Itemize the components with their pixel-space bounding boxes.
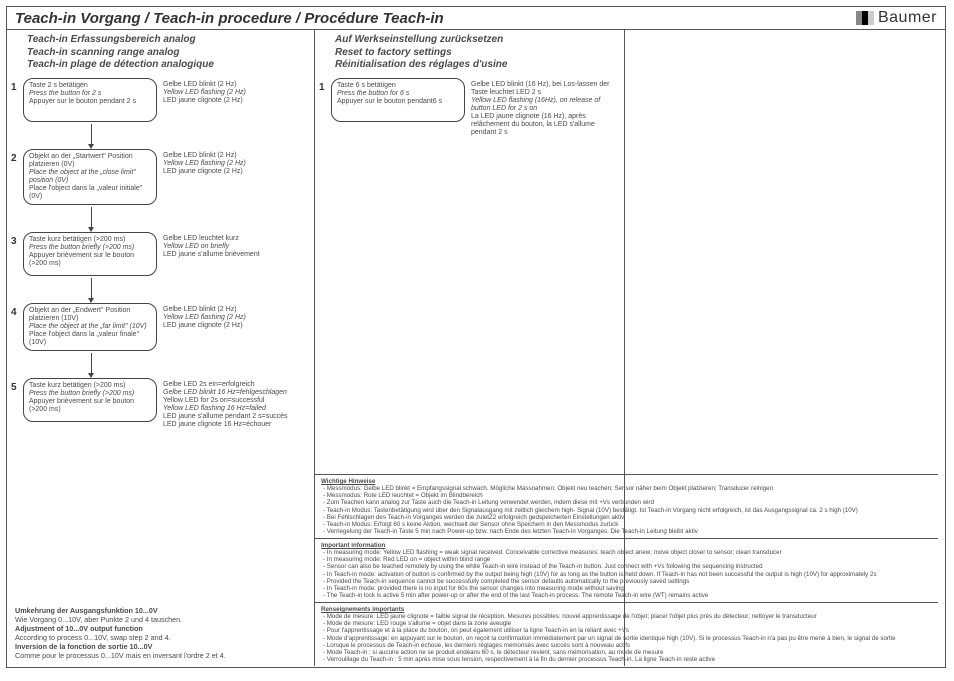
step-row: 1Taste 2 s betätigenPress the button for… <box>11 78 310 122</box>
left-header-fr: Teach-in plage de détection analogique <box>27 59 304 72</box>
connector-line <box>91 278 92 298</box>
step-side-line: Gelbe LED blinkt (16 Hz), bei Los-lassen… <box>471 81 611 97</box>
step-side: Gelbe LED blinkt (2 Hz)Yellow LED flashi… <box>157 149 305 179</box>
step-side-line: Yellow LED for 2s on=successful <box>163 397 303 405</box>
step-side: Gelbe LED blinkt (2 Hz)Yellow LED flashi… <box>157 303 305 333</box>
step-box: Taste kurz betätigen (>200 ms)Press the … <box>23 378 157 422</box>
step-box-line: Press the button for 2 s <box>29 90 151 98</box>
step-side-line: Gelbe LED blinkt 16 Hz=fehlgeschlagen <box>163 389 303 397</box>
step-side-line: Yellow LED flashing (2 Hz) <box>163 89 303 97</box>
step-number: 1 <box>11 78 23 93</box>
step-side-line: Gelbe LED blinkt (2 Hz) <box>163 152 303 160</box>
step-side-line: Gelbe LED blinkt (2 Hz) <box>163 306 303 314</box>
step-side-line: Yellow LED on briefly <box>163 243 303 251</box>
step-side-line: Yellow LED flashing (2 Hz) <box>163 314 303 322</box>
mid-header: Auf Werkseinstellung zurücksetzen Reset … <box>315 30 624 78</box>
step-side-line: Yellow LED flashing (16Hz), on release o… <box>471 97 611 113</box>
step-number: 1 <box>319 78 331 93</box>
left-header-en: Teach-in scanning range analog <box>27 47 304 60</box>
column-mid: Auf Werkseinstellung zurücksetzen Reset … <box>315 30 625 666</box>
step-box-line: Place the object at the „close limit" po… <box>29 169 151 185</box>
step-box-line: Appuyer brièvement sur le bouton (>200 m… <box>29 398 151 414</box>
step-row: 4 Objekt an der „Endwert" Position platzi… <box>11 303 310 351</box>
step-box: Taste kurz betätigen (>200 ms)Press the … <box>23 232 157 276</box>
step-box-line: Appuyer sur le bouton pendant 2 s <box>29 98 151 106</box>
step-side-line: Gelbe LED 2s ein=erfolgreich <box>163 381 303 389</box>
step-side-line: LED jaune s'allume brièvement <box>163 251 303 259</box>
columns: Teach-in Erfassungsbereich analog Teach-… <box>7 30 945 666</box>
column-left: Teach-in Erfassungsbereich analog Teach-… <box>7 30 315 666</box>
step-box-line: Taste 6 s betätigen <box>337 82 459 90</box>
step-box-line: Taste kurz betätigen (>200 ms) <box>29 236 151 244</box>
step-side-line: LED jaune s'allume pendant 2 s=succès <box>163 413 303 421</box>
step-box-line: Appuyer brièvement sur le bouton (>200 m… <box>29 252 151 268</box>
logo-icon <box>856 11 874 25</box>
mid-steps: 1Taste 6 s betätigenPress the button for… <box>315 78 624 140</box>
note-line: Adjustment of 10...0V output function <box>15 624 308 633</box>
step-box-line: Objekt an der „Endwert" Position platzie… <box>29 307 151 323</box>
left-notes: Umkehrung der Ausgangsfunktion 10...0VWi… <box>15 606 308 660</box>
step-row: 3Taste kurz betätigen (>200 ms)Press the… <box>11 232 310 276</box>
logo-text: Baumer <box>878 9 937 27</box>
step-number: 5 <box>11 378 23 393</box>
title-bar: Teach-in Vorgang / Teach-in procedure / … <box>7 7 945 30</box>
document-page: Teach-in Vorgang / Teach-in procedure / … <box>6 6 946 668</box>
step-box-line: Appuyer sur le bouton pendant6 s <box>337 98 459 106</box>
mid-header-de: Auf Werkseinstellung zurücksetzen <box>335 34 614 47</box>
step-box: Taste 2 s betätigenPress the button for … <box>23 78 157 122</box>
step-box-line: Objekt an der „Startwert" Position platz… <box>29 153 151 169</box>
step-side-line: Yellow LED flashing (2 Hz) <box>163 160 303 168</box>
step-side: Gelbe LED leuchtet kurzYellow LED on bri… <box>157 232 305 262</box>
step-side-line: Gelbe LED blinkt (2 Hz) <box>163 81 303 89</box>
left-header-de: Teach-in Erfassungsbereich analog <box>27 34 304 47</box>
step-box-line: Taste 2 s betätigen <box>29 82 151 90</box>
step-number: 2 <box>11 149 23 164</box>
step-side-line: LED jaune clignote (2 Hz) <box>163 168 303 176</box>
step-side: Gelbe LED blinkt (2 Hz)Yellow LED flashi… <box>157 78 305 108</box>
step-number: 4 <box>11 303 23 318</box>
step-box-line: Press the button briefly (>200 ms) <box>29 244 151 252</box>
connector-line <box>91 124 92 144</box>
mid-header-fr: Réinitialisation des réglages d'usine <box>335 59 614 72</box>
note-line: Comme pour le processus 0...10V mais en … <box>15 651 308 660</box>
step-side-line: LED jaune clignote 16 Hz=échouer <box>163 421 303 429</box>
page-title: Teach-in Vorgang / Teach-in procedure / … <box>15 10 444 27</box>
brand-logo: Baumer <box>856 9 937 27</box>
step-side: Gelbe LED blinkt (16 Hz), bei Los-lassen… <box>465 78 613 140</box>
step-row: 5Taste kurz betätigen (>200 ms)Press the… <box>11 378 310 432</box>
step-side-line: Yellow LED flashing 16 Hz=failed <box>163 405 303 413</box>
step-row: 1Taste 6 s betätigenPress the button for… <box>319 78 620 140</box>
connector-line <box>91 353 92 373</box>
mid-header-en: Reset to factory settings <box>335 47 614 60</box>
step-box-line: Taste kurz betätigen (>200 ms) <box>29 382 151 390</box>
left-header: Teach-in Erfassungsbereich analog Teach-… <box>7 30 314 78</box>
step-box-line: Place l'object dans la „valeur initiale"… <box>29 185 151 201</box>
note-line: Wie Vorgang 0...10V, aber Punkte 2 und 4… <box>15 615 308 624</box>
step-box: Objekt an der „Endwert" Position platzie… <box>23 303 157 351</box>
step-side-line: La LED jaune clignote (16 Hz), après rel… <box>471 113 611 137</box>
step-side-line: LED jaune clignote (2 Hz) <box>163 97 303 105</box>
step-side-line: LED jaune clignote (2 Hz) <box>163 322 303 330</box>
step-box: Objekt an der „Startwert" Position platz… <box>23 149 157 205</box>
note-line: Inversion de la fonction de sortie 10...… <box>15 642 308 651</box>
step-box-line: Press the button for 6 s <box>337 90 459 98</box>
note-line: Umkehrung der Ausgangsfunktion 10...0V <box>15 606 308 615</box>
left-steps: 1Taste 2 s betätigenPress the button for… <box>7 78 314 433</box>
step-box: Taste 6 s betätigenPress the button for … <box>331 78 465 122</box>
connector-line <box>91 207 92 227</box>
step-number: 3 <box>11 232 23 247</box>
step-row: 2 Objekt an der „Startwert" Position plat… <box>11 149 310 205</box>
step-side: Gelbe LED 2s ein=erfolgreichGelbe LED bl… <box>157 378 305 432</box>
step-side-line: Gelbe LED leuchtet kurz <box>163 235 303 243</box>
column-right <box>625 30 945 666</box>
step-box-line: Place the object at the „far limit" (10V… <box>29 323 151 331</box>
step-box-line: Place l'object dans la „valeur finale" (… <box>29 331 151 347</box>
step-box-line: Press the button briefly (>200 ms) <box>29 390 151 398</box>
note-line: According to process 0...10V, swap step … <box>15 633 308 642</box>
